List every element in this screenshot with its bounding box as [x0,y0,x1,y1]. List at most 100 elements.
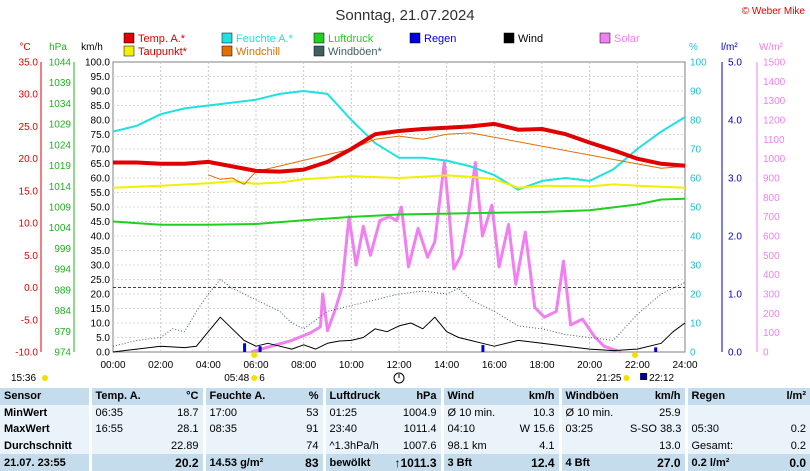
rain-bar [243,343,247,352]
solar-tick-label: 100 [763,328,780,339]
legend-swatch [221,45,233,57]
solar-tick-label: 1500 [763,58,786,69]
table-row: MinWert 06:35 18.7 17:00 53 01:25 1004.9 Ø 10 m… [0,404,810,422]
wind-tick-label: 80.0 [91,116,111,127]
table-cell: 18.7 [150,404,204,422]
rain-bar [654,347,658,352]
x-tick-label: 08:00 [291,360,316,371]
plot-area: 00:00 02:00 04:00 06:00 08:00 10:00 12:00 14:00… [11,42,786,384]
temp-tick-label: 35.0 [19,58,39,69]
legend-swatch [221,32,233,44]
pressure-tick-label: 1004 [49,223,72,234]
table-cell: Gesamt: [684,437,754,455]
sunrise-small-icon [251,375,258,381]
solar-tick-label: 700 [763,212,780,223]
pressure-tick-label: 979 [54,327,71,338]
wind-tick-label: 95.0 [91,72,111,83]
wind-tick-label: 35.0 [91,246,111,257]
x-tick-label: 16:00 [482,360,507,371]
table-cell: 08:35 [202,421,274,438]
humidity-tick-label: 50 [690,203,702,214]
table-row: Durchschnitt 22.89 74 ^1.3hPa/h 1007.6 98.1 k… [0,437,810,455]
table-cell: 01:25 [322,404,390,422]
table-cell: 53 [274,404,324,422]
table-cell: 27.0 [626,454,686,471]
solar-tick-label: 600 [763,232,780,243]
pressure-tick-label: 984 [54,306,71,317]
solar-unit: W/m² [759,42,784,53]
table-cell [88,454,150,471]
table-cell: 06:35 [88,404,150,422]
wind-tick-label: 45.0 [91,217,111,228]
table-cell: 05:30 [684,421,754,438]
series-line [112,279,686,347]
legend-label: Windböen* [328,46,383,58]
legend-swatch [313,45,325,57]
pressure-tick-label: 1019 [49,161,72,172]
humidity-tick-label: 70 [690,145,702,156]
temp-tick-label: 25.0 [19,122,39,133]
rain-tick-label: 5.0 [728,58,742,69]
temp-tick-label: -10.0 [15,348,38,359]
table-cell: 91 [274,421,324,438]
legend-swatch [599,32,611,44]
humidity-tick-label: 0 [690,348,696,359]
solar-tick-label: 0 [763,348,769,359]
humidity-tick-label: 30 [690,261,702,272]
pressure-tick-label: 1039 [49,78,72,89]
x-tick-label: 18:00 [529,360,554,371]
temp-tick-label: -5.0 [21,315,39,326]
humidity-tick-label: 100 [690,58,707,69]
legend-swatch [503,32,515,44]
table-row: MaxWert 16:55 28.1 08:35 91 23:40 1011.4 04:10 W… [0,421,810,438]
legend: Temp. A.* Feuchte A.* Luftdruck Regen Wind So… [123,32,640,58]
pressure-unit: hPa [49,42,67,53]
pressure-tick-label: 994 [54,265,71,276]
pressure-tick-label: 1034 [49,99,72,110]
sunset-axis-icon [631,352,638,358]
humidity-unit: % [689,42,698,53]
sunrise-icon [251,352,258,358]
table-cell: % [274,388,324,405]
pressure-tick-label: 999 [54,244,71,255]
wind-tick-label: 15.0 [91,304,111,315]
wind-tick-label: 75.0 [91,130,111,141]
pressure-tick-label: 1024 [49,140,72,151]
solar-tick-label: 800 [763,193,780,204]
legend-label: Taupunkt* [138,46,188,58]
rain-tick-label: 4.0 [728,116,742,127]
rain-tick-label: 2.0 [728,232,742,243]
solar-tick-label: 300 [763,290,780,301]
table-cell: hPa [390,388,442,405]
x-tick-label: 12:00 [386,360,411,371]
pressure-tick-label: 974 [54,348,71,359]
table-cell: 16:55 [88,421,150,438]
wind-tick-label: 100.0 [85,58,110,69]
table-cell: 1004.9 [390,404,442,422]
table-cell: W 15.6 [508,421,560,438]
table-row: Sensor Temp. A. °C Feuchte A.% Luftdruck hPa W… [0,388,810,405]
solar-tick-label: 900 [763,174,780,185]
table-cell: 21.07. 23:55 [0,454,90,471]
table-cell: Durchschnitt [0,437,90,455]
rain-tick-label: 0.0 [728,348,742,359]
table-cell: Ø 10 min. [440,404,508,422]
table-cell: l/m² [754,388,810,405]
series-line [113,121,686,174]
x-tick-label: 20:00 [577,360,602,371]
weather-chart: Sonntag, 21.07.2024 © Weber Mike Temp. A… [11,6,806,384]
wind-tick-label: 40.0 [91,232,111,243]
table-cell: MaxWert [0,421,90,438]
table-cell: km/h [508,388,560,405]
temp-tick-label: 10.0 [19,219,39,230]
table-cell: Wind [440,388,508,405]
pressure-tick-label: 1029 [49,120,72,131]
credit-text: © Weber Mike [742,6,806,17]
wind-tick-label: 55.0 [91,188,111,199]
x-tick-label: 22:00 [625,360,650,371]
left-time-label: 15:36 [11,373,36,384]
x-tick-label: 10:00 [339,360,364,371]
series-line [112,316,686,353]
legend-label: Wind [518,33,543,45]
table-cell: 1011.4 [390,421,442,438]
